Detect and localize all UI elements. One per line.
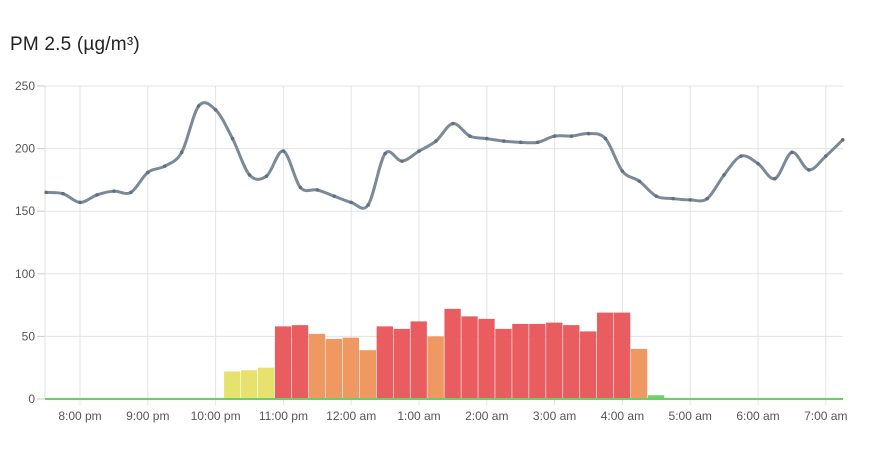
x-tick-label: 1:00 am bbox=[397, 409, 440, 423]
y-axis-labels: 0 50 100 150 200 250 bbox=[15, 79, 35, 406]
bar bbox=[613, 312, 631, 399]
line-point bbox=[366, 203, 370, 207]
x-tick-label: 2:00 am bbox=[465, 409, 508, 423]
line-point bbox=[349, 200, 354, 205]
bar bbox=[410, 321, 427, 399]
y-tick-label: 50 bbox=[22, 329, 36, 343]
line-point bbox=[586, 131, 591, 136]
y-tick-label: 100 bbox=[15, 267, 35, 281]
bar bbox=[461, 316, 478, 399]
bar bbox=[393, 328, 410, 399]
line-point bbox=[112, 189, 116, 193]
line-point bbox=[518, 140, 523, 145]
x-tick-label: 5:00 am bbox=[669, 409, 712, 423]
bar bbox=[444, 308, 461, 399]
line-point bbox=[654, 194, 659, 198]
line-series bbox=[44, 101, 845, 210]
line-point bbox=[637, 179, 642, 183]
line-path bbox=[44, 101, 845, 210]
bar bbox=[546, 322, 563, 399]
bar bbox=[647, 395, 665, 399]
line-point bbox=[552, 134, 557, 138]
line-point bbox=[179, 150, 184, 155]
line-point bbox=[383, 151, 387, 156]
bar bbox=[291, 325, 309, 399]
line-point bbox=[332, 194, 337, 198]
x-tick-label: 6:00 am bbox=[736, 409, 779, 423]
line-point bbox=[213, 107, 218, 112]
x-tick-label: 3:00 am bbox=[533, 409, 576, 423]
line-point bbox=[44, 190, 48, 195]
line-point bbox=[773, 176, 777, 181]
line-point bbox=[247, 173, 252, 177]
y-tick-label: 0 bbox=[28, 392, 35, 406]
line-point bbox=[196, 104, 201, 108]
x-tick-label: 7:00 am bbox=[804, 409, 847, 423]
bar bbox=[308, 333, 326, 399]
x-tick-label: 9:00 pm bbox=[126, 409, 169, 423]
x-tick-label: 8:00 pm bbox=[58, 409, 101, 423]
x-tick-label: 11:00 pm bbox=[259, 409, 308, 423]
bar bbox=[376, 326, 393, 399]
line-point bbox=[264, 174, 269, 178]
line-point bbox=[146, 170, 150, 175]
bar bbox=[630, 348, 648, 399]
line-point bbox=[417, 149, 421, 153]
line-point bbox=[230, 136, 235, 141]
line-point bbox=[790, 150, 794, 155]
line-point bbox=[434, 139, 438, 143]
line-point bbox=[705, 196, 709, 201]
bar bbox=[224, 371, 241, 399]
line-point bbox=[95, 193, 99, 197]
line-point bbox=[807, 168, 811, 172]
line-point bbox=[501, 139, 506, 143]
line-point bbox=[400, 159, 404, 163]
x-tick-label: 4:00 am bbox=[601, 409, 644, 423]
bar bbox=[529, 323, 546, 399]
y-tick-label: 200 bbox=[15, 142, 35, 156]
bar bbox=[342, 337, 360, 399]
line-point bbox=[451, 121, 455, 126]
line-point bbox=[603, 136, 608, 141]
line-point bbox=[315, 188, 320, 192]
line-point bbox=[298, 185, 303, 190]
line-point bbox=[840, 138, 845, 142]
x-tick-label: 10:00 pm bbox=[191, 409, 241, 423]
bar bbox=[512, 323, 529, 399]
bar bbox=[478, 318, 495, 399]
bar bbox=[495, 328, 512, 399]
chart-title: PM 2.5 (µg/m³) bbox=[10, 34, 140, 55]
line-point bbox=[78, 200, 82, 205]
bar bbox=[241, 370, 258, 399]
line-point bbox=[756, 161, 760, 166]
line-point bbox=[129, 190, 133, 195]
line-point bbox=[485, 136, 489, 141]
bar bbox=[325, 338, 343, 399]
bar bbox=[563, 325, 580, 399]
y-tick-label: 250 bbox=[15, 79, 35, 93]
line-point bbox=[281, 149, 286, 153]
line-point bbox=[569, 134, 574, 138]
line-point bbox=[671, 196, 676, 201]
line-point bbox=[688, 198, 692, 202]
x-tick-label: 12:00 am bbox=[326, 409, 376, 423]
bar bbox=[580, 331, 597, 399]
bar bbox=[257, 367, 275, 399]
bar bbox=[274, 326, 292, 399]
line-point bbox=[824, 154, 828, 158]
bar bbox=[427, 336, 444, 399]
line-point bbox=[620, 169, 625, 173]
bar bbox=[359, 350, 377, 399]
line-point bbox=[739, 154, 743, 158]
line-point bbox=[162, 164, 167, 168]
x-axis-labels: 8:00 pm 9:00 pm 10:00 pm 11:00 pm 12:00 am 1:… bbox=[58, 409, 847, 423]
line-point bbox=[722, 173, 726, 177]
bar-series bbox=[224, 308, 665, 399]
line-point bbox=[535, 140, 540, 145]
y-tick-label: 150 bbox=[15, 204, 35, 218]
line-point bbox=[468, 134, 472, 138]
line-point bbox=[61, 191, 65, 196]
bar bbox=[596, 312, 614, 399]
